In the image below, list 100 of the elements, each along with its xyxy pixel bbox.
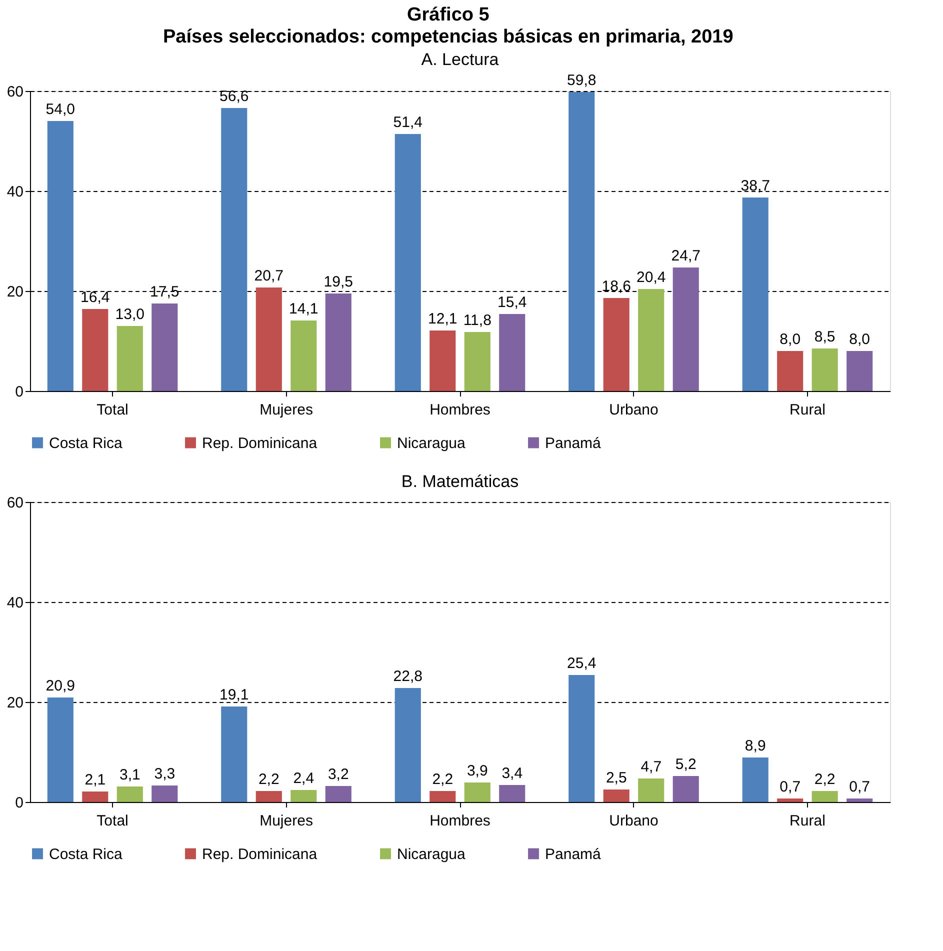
legend-label: Nicaragua	[397, 434, 466, 452]
x-tick-label: Urbano	[609, 812, 658, 830]
bar	[846, 351, 873, 391]
data-label: 22,8	[393, 668, 422, 685]
text: Gráfico 5	[406, 4, 490, 26]
x-tick-label: Hombres	[430, 402, 490, 418]
bar	[221, 706, 248, 802]
x-tick-label: Hombres	[430, 812, 490, 830]
bar	[394, 688, 421, 802]
bar	[152, 786, 178, 802]
bar	[603, 790, 630, 802]
data-label: 54,0	[46, 101, 76, 118]
bar	[116, 786, 143, 802]
data-label: 4,7	[640, 758, 662, 776]
bar	[221, 108, 248, 391]
legend-label: Costa Rica	[49, 846, 124, 863]
legend-label: Panamá	[545, 846, 602, 863]
legend-label: Panamá	[545, 434, 602, 452]
bar	[672, 268, 699, 391]
y-tick-label: 40	[6, 184, 24, 200]
bar	[603, 298, 630, 391]
data-label: 14,1	[289, 300, 318, 318]
bar	[47, 698, 74, 802]
y-tick-label: 0	[15, 794, 24, 812]
data-label: 12,1	[428, 310, 458, 328]
bar	[152, 304, 178, 391]
data-label: 0,7	[849, 778, 870, 796]
data-label: 20,9	[46, 678, 76, 694]
x-tick-label: Total	[96, 402, 128, 418]
data-label: 24,7	[671, 248, 700, 264]
data-label: 3,2	[328, 766, 349, 783]
bar	[325, 294, 352, 391]
y-tick-label: 60	[6, 494, 24, 512]
x-tick-label: Mujeres	[260, 402, 313, 418]
data-label: 2,5	[606, 770, 627, 786]
bar	[325, 786, 352, 802]
y-tick-label: 20	[6, 284, 24, 300]
legend-label: Costa Rica	[49, 434, 124, 452]
legend-label: Rep. Dominicana	[202, 434, 318, 452]
data-label: 2,2	[258, 771, 280, 788]
bar	[430, 791, 456, 802]
data-label: 16,4	[80, 289, 110, 306]
data-label: 3,4	[502, 765, 523, 782]
chart-title: B. Matemáticas	[401, 472, 519, 491]
y-tick-label: 20	[6, 694, 24, 712]
bar	[256, 791, 282, 802]
bar	[116, 326, 143, 391]
bar	[742, 758, 768, 802]
data-label: 2,4	[293, 770, 314, 787]
data-label: 17,5	[150, 284, 180, 300]
x-tick-label: Rural	[790, 812, 826, 830]
data-label: 5,2	[675, 756, 696, 773]
data-label: 20,4	[636, 269, 666, 286]
data-label: 15,4	[498, 294, 527, 311]
bar	[256, 288, 282, 391]
bar	[846, 798, 873, 802]
bar	[499, 314, 526, 391]
data-label: 8,0	[849, 331, 870, 348]
data-label: 59,8	[567, 72, 596, 89]
bar	[464, 782, 490, 802]
bar	[568, 92, 595, 391]
data-label: 0,7	[780, 778, 801, 796]
text: Países seleccionados: competencias básicas en primaria, 2019	[163, 26, 734, 48]
data-label: 2,1	[84, 772, 106, 788]
bar	[499, 785, 526, 802]
data-label: 38,7	[740, 178, 770, 194]
bar	[290, 790, 317, 802]
data-label: 25,4	[567, 655, 596, 672]
data-label: 2,2	[432, 771, 454, 788]
data-label: 3,3	[154, 766, 176, 782]
data-label: 18,6	[602, 278, 631, 295]
bar	[812, 348, 838, 391]
x-tick-label: Mujeres	[260, 812, 313, 830]
data-label: 8,0	[780, 331, 801, 348]
bar	[82, 792, 108, 802]
legend-label: Rep. Dominicana	[202, 846, 318, 863]
bar	[672, 776, 699, 802]
data-label: 8,5	[814, 328, 836, 346]
bar	[812, 791, 838, 802]
x-tick-label: Total	[96, 812, 128, 830]
data-label: 51,4	[393, 114, 422, 131]
bar	[82, 309, 108, 391]
bar	[638, 289, 664, 391]
data-label: 11,8	[463, 312, 492, 329]
x-tick-label: Urbano	[609, 402, 658, 418]
bar	[47, 121, 74, 391]
bar	[464, 332, 490, 391]
bar	[290, 320, 317, 391]
bar	[568, 675, 595, 802]
data-label: 20,7	[254, 268, 284, 284]
data-label: 2,2	[814, 771, 836, 788]
data-label: 3,1	[119, 766, 140, 784]
data-label: 13,0	[115, 306, 144, 323]
bar	[777, 798, 804, 802]
bar	[638, 778, 664, 802]
x-tick-label: Rural	[790, 402, 826, 418]
bar	[394, 134, 421, 391]
bar	[742, 198, 768, 391]
y-tick-label: 60	[6, 84, 24, 100]
y-tick-label: 0	[15, 384, 24, 400]
